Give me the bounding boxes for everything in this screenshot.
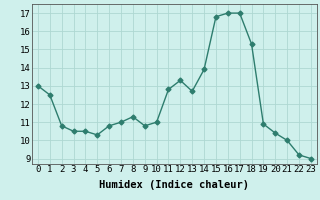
X-axis label: Humidex (Indice chaleur): Humidex (Indice chaleur) <box>100 180 249 190</box>
